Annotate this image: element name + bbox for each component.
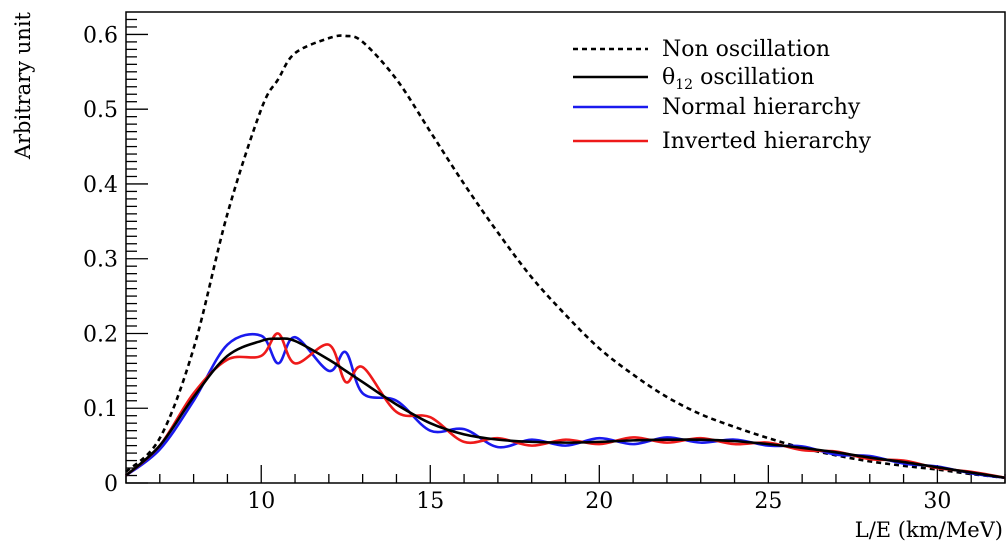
series-line-2 xyxy=(125,332,1006,480)
y-tick-label: 0.3 xyxy=(83,248,118,273)
axes: 10 15 20 25 30 0 0.1 0.2 0.3 0.4 0.5 0.6 xyxy=(83,11,1006,514)
series-layer xyxy=(125,34,1006,480)
y-tick-label: 0.5 xyxy=(83,98,118,123)
legend-label-0: Non oscillation xyxy=(662,37,830,62)
x-tick-label: 20 xyxy=(585,489,613,514)
series-line-1 xyxy=(125,337,1006,480)
legend-label-1: θ12 oscillation xyxy=(662,65,814,93)
y-tick-label: 0.2 xyxy=(83,322,118,347)
legend-label-2: Normal hierarchy xyxy=(662,95,861,120)
y-tick-label: 0 xyxy=(104,472,118,497)
y-tick-label: 0.4 xyxy=(83,173,118,198)
y-tick-label: 0.6 xyxy=(83,23,118,48)
series-line-0 xyxy=(125,34,1006,480)
x-axis-title: L/E (km/MeV) xyxy=(855,518,1003,542)
x-tick-label: 30 xyxy=(923,489,951,514)
x-tick-label: 15 xyxy=(416,489,444,514)
y-tick-label: 0.1 xyxy=(83,397,118,422)
legend-label-3: Inverted hierarchy xyxy=(662,129,872,154)
x-tick-label: 10 xyxy=(247,489,275,514)
y-axis-title: Arbitrary unit xyxy=(11,11,35,160)
x-tick-label: 25 xyxy=(754,489,782,514)
plot-frame xyxy=(125,11,1006,484)
